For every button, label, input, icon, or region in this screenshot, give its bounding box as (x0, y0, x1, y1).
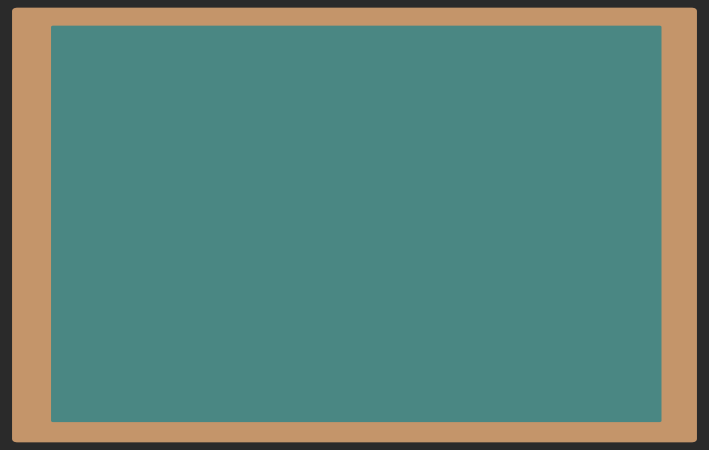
Text: I: I (384, 168, 389, 182)
Text: N: N (499, 304, 510, 319)
Text: N: N (384, 304, 396, 319)
Text: HC: HC (128, 205, 150, 220)
Text: HC: HC (128, 261, 150, 276)
Text: N: N (202, 306, 213, 320)
Text: C: C (203, 185, 213, 201)
Text: CH: CH (265, 261, 287, 276)
Text: H: H (203, 160, 213, 174)
Text: II: II (501, 168, 509, 182)
Text: CH: CH (265, 205, 287, 220)
